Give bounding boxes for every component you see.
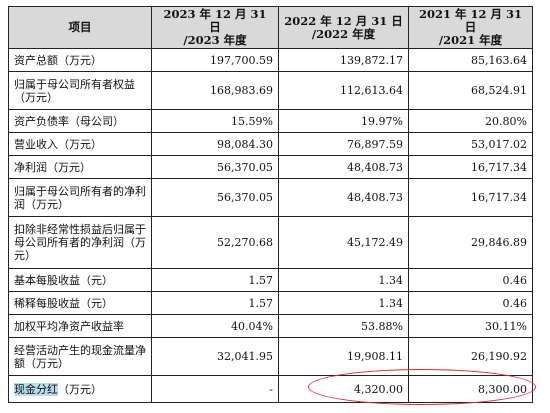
cell-2021: 0.46 (408, 268, 533, 292)
cell-2021: 20.80% (408, 109, 533, 133)
row-label-unit: （万元） (58, 382, 102, 396)
table-row: 净利润（万元） 56,370.05 48,408.73 16,717.34 (8, 155, 533, 179)
selected-text-highlight[interactable]: 现金分红 (14, 382, 58, 396)
cell-2021: 68,524.91 (408, 71, 533, 110)
cell-2021: 85,163.64 (408, 48, 533, 72)
cell-2023: 98,084.30 (151, 132, 279, 156)
cell-2021: 30.11% (408, 314, 533, 338)
cell-2022: 139,872.17 (278, 48, 409, 72)
cell-2022: 19.97% (278, 109, 409, 133)
row-label: 基本每股收益（元） (8, 268, 152, 292)
table-row: 加权平均净资产收益率 40.04% 53.88% 30.11% (8, 314, 533, 338)
cell-2023: 40.04% (151, 314, 279, 338)
cell-2022: 76,897.59 (278, 132, 409, 156)
cell-2022: 48,408.73 (278, 178, 409, 217)
row-label: 加权平均净资产收益率 (8, 314, 152, 338)
table-row: 经营活动产生的现金流量净额（万元） 32,041.95 19,908.11 26… (8, 337, 533, 376)
cell-2021: 16,717.34 (408, 155, 533, 179)
cell-2023: 32,041.95 (151, 337, 279, 376)
row-label: 现金分红（万元） (8, 375, 152, 403)
cell-2023: 197,700.59 (151, 48, 279, 72)
row-label: 扣除非经常性损益后归属于母公司所有者的净利润（万元） (8, 216, 152, 269)
cell-2021: 16,717.34 (408, 178, 533, 217)
cell-2022: 1.34 (278, 291, 409, 315)
table-row: 营业收入（万元） 98,084.30 76,897.59 53,017.02 (8, 132, 533, 156)
cell-2022: 48,408.73 (278, 155, 409, 179)
row-label: 资产总额（万元） (8, 48, 152, 72)
cell-2023: - (151, 375, 279, 403)
header-2022: 2022 年 12 月 31 日/2022 年度 (278, 6, 409, 49)
table-row-cash-dividend: 现金分红（万元） - 4,320.00 8,300.00 (8, 375, 533, 403)
row-label: 归属于母公司所有者权益（万元） (8, 71, 152, 110)
cell-2022: 19,908.11 (278, 337, 409, 376)
table-row: 稀释每股收益（元） 1.57 1.34 0.46 (8, 291, 533, 315)
table-row: 归属于母公司所有者权益（万元） 168,983.69 112,613.64 68… (8, 71, 533, 110)
table-row: 归属于母公司所有者的净利润（万元） 56,370.05 48,408.73 16… (8, 178, 533, 217)
header-2021: 2021 年 12 月 31 日/2021 年度 (408, 6, 533, 49)
cell-2023: 56,370.05 (151, 155, 279, 179)
cell-2023: 1.57 (151, 291, 279, 315)
row-label: 稀释每股收益（元） (8, 291, 152, 315)
cell-2022: 53.88% (278, 314, 409, 338)
header-2023: 2023 年 12 月 31 日/2023 年度 (151, 6, 279, 49)
table-row: 资产总额（万元） 197,700.59 139,872.17 85,163.64 (8, 48, 533, 72)
cell-2021: 29,846.89 (408, 216, 533, 269)
cell-2022: 112,613.64 (278, 71, 409, 110)
cell-2022: 4,320.00 (278, 375, 409, 403)
header-item: 项目 (8, 6, 152, 49)
cell-2023: 15.59% (151, 109, 279, 133)
row-label: 经营活动产生的现金流量净额（万元） (8, 337, 152, 376)
cell-2021: 53,017.02 (408, 132, 533, 156)
header-row: 项目 2023 年 12 月 31 日/2023 年度 2022 年 12 月 … (8, 6, 533, 49)
financial-data-table: 项目 2023 年 12 月 31 日/2023 年度 2022 年 12 月 … (8, 6, 533, 403)
table-row: 基本每股收益（元） 1.57 1.34 0.46 (8, 268, 533, 292)
cell-2022: 1.34 (278, 268, 409, 292)
cell-2023: 52,270.68 (151, 216, 279, 269)
row-label: 营业收入（万元） (8, 132, 152, 156)
cell-2023: 1.57 (151, 268, 279, 292)
cell-2021: 8,300.00 (408, 375, 533, 403)
cell-2021: 0.46 (408, 291, 533, 315)
row-label: 净利润（万元） (8, 155, 152, 179)
row-label: 归属于母公司所有者的净利润（万元） (8, 178, 152, 217)
cell-2022: 45,172.49 (278, 216, 409, 269)
table-row: 资产负债率（母公司） 15.59% 19.97% 20.80% (8, 109, 533, 133)
cell-2021: 26,190.92 (408, 337, 533, 376)
cell-2023: 168,983.69 (151, 71, 279, 110)
table-row: 扣除非经常性损益后归属于母公司所有者的净利润（万元） 52,270.68 45,… (8, 216, 533, 269)
row-label: 资产负债率（母公司） (8, 109, 152, 133)
cell-2023: 56,370.05 (151, 178, 279, 217)
